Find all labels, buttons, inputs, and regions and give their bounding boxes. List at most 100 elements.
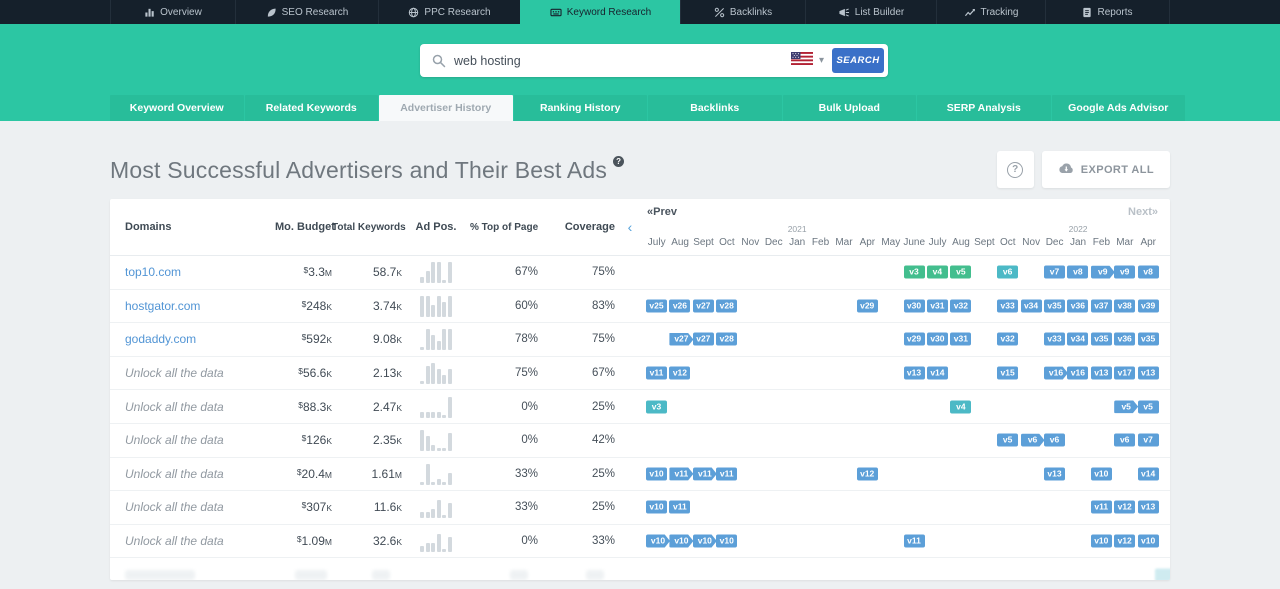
ad-version-badge[interactable]: v10 — [1137, 534, 1159, 548]
ad-version-badge[interactable]: v30 — [926, 332, 948, 346]
ad-version-badge[interactable]: v10 — [1090, 467, 1112, 481]
ad-version-badge[interactable]: v10 — [646, 534, 670, 548]
ad-version-badge[interactable]: v10 — [646, 500, 667, 514]
ad-version-badge[interactable]: v14 — [926, 366, 948, 380]
ad-version-badge[interactable]: v12 — [669, 366, 691, 380]
ad-version-badge[interactable]: v7 — [1043, 265, 1065, 279]
unlock-data-link[interactable]: Unlock all the data — [125, 466, 224, 481]
ad-version-badge[interactable]: v32 — [950, 299, 972, 313]
column-header-ad-pos[interactable]: Ad Pos. — [415, 221, 457, 233]
nav-tab-tracking[interactable]: Tracking — [936, 0, 1045, 24]
ad-version-badge[interactable]: v33 — [997, 299, 1019, 313]
subtab-keyword-overview[interactable]: Keyword Overview — [110, 95, 244, 121]
ad-version-badge[interactable]: v34 — [1020, 299, 1042, 313]
timeline-collapse-icon[interactable]: ‹ — [627, 218, 633, 235]
ad-version-badge[interactable]: v29 — [903, 332, 925, 346]
domain-link[interactable]: godaddy.com — [125, 332, 197, 347]
ad-version-badge[interactable]: v30 — [903, 299, 925, 313]
subtab-google-ads-advisor[interactable]: Google Ads Advisor — [1051, 95, 1185, 121]
database-selector[interactable]: ▾ — [783, 51, 832, 70]
ad-version-badge[interactable]: v25 — [646, 299, 667, 313]
ad-version-badge[interactable]: v5 — [1137, 400, 1159, 414]
nav-tab-seo-research[interactable]: SEO Research — [235, 0, 378, 24]
ad-version-badge[interactable]: v9 — [1090, 265, 1115, 279]
title-help-icon[interactable]: ? — [613, 155, 625, 167]
nav-tab-ppc-research[interactable]: PPC Research — [378, 0, 520, 24]
ad-version-badge[interactable]: v5 — [950, 265, 972, 279]
ad-version-badge[interactable]: v31 — [950, 332, 972, 346]
subtab-related-keywords[interactable]: Related Keywords — [244, 95, 378, 121]
ad-version-badge[interactable]: v13 — [1090, 366, 1112, 380]
export-all-button[interactable]: EXPORT ALL — [1041, 151, 1170, 188]
subtab-bulk-upload[interactable]: Bulk Upload — [782, 95, 916, 121]
ad-version-badge[interactable]: v10 — [692, 534, 717, 548]
ad-version-badge[interactable]: v32 — [997, 332, 1019, 346]
ad-version-badge[interactable]: v37 — [1090, 299, 1112, 313]
ad-version-badge[interactable]: v5 — [1114, 400, 1139, 414]
unlock-data-link[interactable]: Unlock all the data — [125, 366, 224, 381]
domain-link[interactable]: top10.com — [125, 265, 182, 280]
ad-version-badge[interactable]: v29 — [856, 299, 878, 313]
search-input[interactable] — [454, 53, 783, 68]
ad-version-badge[interactable]: v10 — [716, 534, 738, 548]
ad-version-badge[interactable]: v11 — [716, 467, 738, 481]
domain-link[interactable]: hostgator.com — [125, 298, 201, 313]
ad-version-badge[interactable]: v27 — [669, 332, 694, 346]
ad-version-badge[interactable]: v33 — [1043, 332, 1065, 346]
ad-version-badge[interactable]: v11 — [669, 500, 691, 514]
ad-version-badge[interactable]: v36 — [1114, 332, 1136, 346]
ad-version-badge[interactable]: v28 — [716, 299, 738, 313]
ad-version-badge[interactable]: v7 — [1137, 433, 1159, 447]
ad-version-badge[interactable]: v10 — [669, 534, 694, 548]
ad-version-badge[interactable]: v5 — [997, 433, 1019, 447]
ad-version-badge[interactable]: v36 — [1067, 299, 1089, 313]
unlock-data-link[interactable]: Unlock all the data — [125, 534, 224, 549]
unlock-data-link[interactable]: Unlock all the data — [125, 500, 224, 515]
ad-version-badge[interactable]: v6 — [997, 265, 1019, 279]
ad-version-badge[interactable]: v34 — [1067, 332, 1089, 346]
ad-version-badge[interactable]: v14 — [1137, 467, 1159, 481]
ad-version-badge[interactable]: v12 — [1114, 534, 1136, 548]
nav-tab-overview[interactable]: Overview — [110, 0, 235, 24]
nav-tab-keyword-research[interactable]: Keyword Research — [520, 0, 680, 24]
ad-version-badge[interactable]: v8 — [1067, 265, 1089, 279]
ad-version-badge[interactable]: v28 — [716, 332, 738, 346]
search-button[interactable]: SEARCH — [832, 48, 884, 73]
nav-tab-reports[interactable]: Reports — [1045, 0, 1170, 24]
ad-version-badge[interactable]: v35 — [1043, 299, 1065, 313]
column-header-mo-budget[interactable]: Mo. Budget — [275, 221, 335, 233]
ad-version-badge[interactable]: v11 — [692, 467, 717, 481]
ad-version-badge[interactable]: v35 — [1137, 332, 1159, 346]
ad-version-badge[interactable]: v16 — [1043, 366, 1068, 380]
ad-version-badge[interactable]: v17 — [1114, 366, 1136, 380]
column-header-domains[interactable]: Domains — [125, 221, 172, 233]
ad-version-badge[interactable]: v3 — [903, 265, 925, 279]
unlock-data-link[interactable]: Unlock all the data — [125, 433, 224, 448]
ad-version-badge[interactable]: v35 — [1090, 332, 1112, 346]
timeline-next-button[interactable]: Next» — [1128, 206, 1158, 218]
column-header-top-of-page[interactable]: % Top of Page — [470, 221, 539, 233]
ad-version-badge[interactable]: v13 — [1043, 467, 1065, 481]
subtab-serp-analysis[interactable]: SERP Analysis — [917, 95, 1051, 121]
ad-version-badge[interactable]: v13 — [1137, 500, 1159, 514]
ad-version-badge[interactable]: v4 — [926, 265, 948, 279]
ad-version-badge[interactable]: v11 — [646, 366, 667, 380]
ad-version-badge[interactable]: v27 — [692, 332, 714, 346]
ad-version-badge[interactable]: v8 — [1137, 265, 1159, 279]
ad-version-badge[interactable]: v16 — [1067, 366, 1089, 380]
nav-tab-backlinks[interactable]: Backlinks — [680, 0, 805, 24]
subtab-backlinks[interactable]: Backlinks — [648, 95, 782, 121]
subtab-advertiser-history[interactable]: Advertiser History — [379, 95, 513, 121]
ad-version-badge[interactable]: v10 — [646, 467, 667, 481]
ad-version-badge[interactable]: v6 — [1114, 433, 1136, 447]
ad-version-badge[interactable]: v3 — [646, 400, 667, 414]
ad-version-badge[interactable]: v13 — [903, 366, 925, 380]
ad-version-badge[interactable]: v6 — [1043, 433, 1065, 447]
ad-version-badge[interactable]: v6 — [1020, 433, 1045, 447]
ad-version-badge[interactable]: v31 — [926, 299, 948, 313]
ad-version-badge[interactable]: v9 — [1114, 265, 1136, 279]
help-button[interactable]: ? — [996, 151, 1034, 188]
ad-version-badge[interactable]: v13 — [1137, 366, 1159, 380]
subtab-ranking-history[interactable]: Ranking History — [513, 95, 647, 121]
timeline-prev-button[interactable]: «Prev — [647, 206, 677, 218]
